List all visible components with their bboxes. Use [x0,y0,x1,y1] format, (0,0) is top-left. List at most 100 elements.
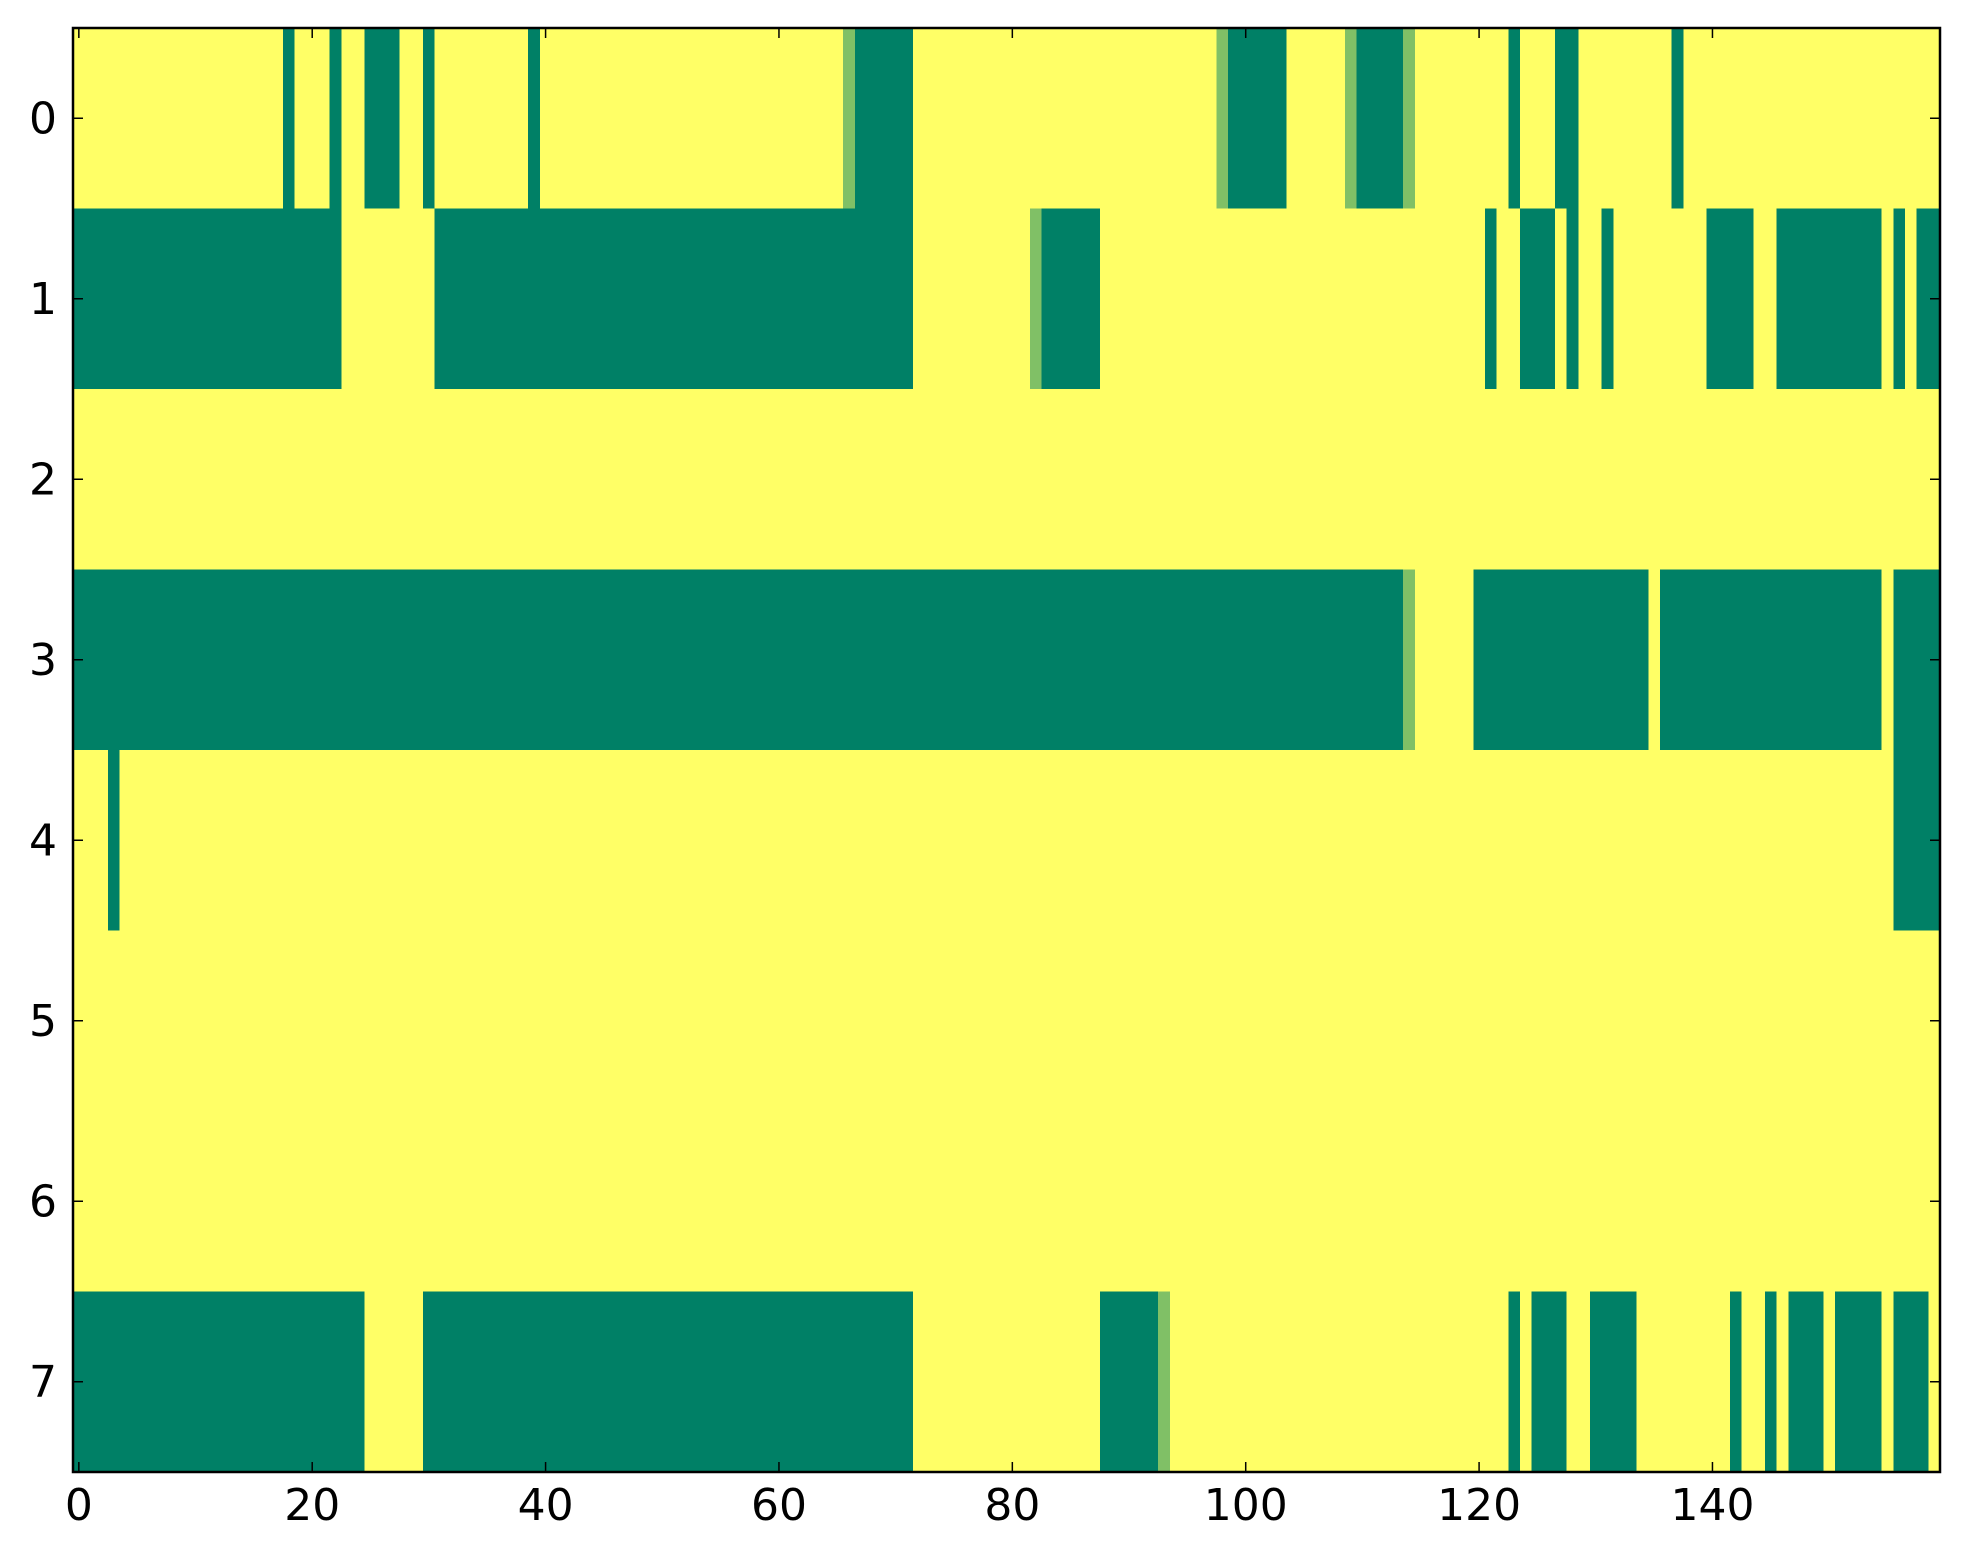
cell [1333,208,1346,390]
cell [598,28,611,210]
cell [1263,208,1276,390]
cell [1274,930,1288,1112]
cell [1613,208,1626,390]
cell [1204,208,1218,390]
cell [1169,389,1183,571]
cell [1764,569,1778,751]
cell [224,1291,237,1473]
cell [994,389,1008,571]
cell [621,1111,634,1293]
cell [154,1111,167,1293]
cell [306,389,319,571]
cell [1904,208,1918,390]
cell [1811,930,1824,1112]
cell [1099,389,1113,571]
cell [1449,1111,1463,1293]
cell [1461,208,1474,390]
cell [399,569,412,751]
cell [1193,1291,1206,1473]
x-tick-label: 100 [1204,1480,1288,1531]
cell [306,1111,319,1293]
cell [1799,569,1813,751]
cell [259,569,272,751]
cell [843,28,856,210]
cell [1438,28,1451,210]
cell [1753,1111,1766,1293]
cell [1519,208,1533,390]
cell [598,1111,611,1293]
cell [154,930,167,1112]
cell [1659,389,1673,571]
cell [644,930,658,1112]
cell [656,1111,669,1293]
cell [294,930,307,1112]
cell [1484,389,1498,571]
cell [1764,1111,1778,1293]
cell [1111,750,1124,932]
cell [1636,1111,1649,1293]
cell [329,1111,342,1293]
cell [154,28,167,210]
cell [1531,28,1544,210]
cell [948,930,961,1112]
cell [1531,750,1544,932]
cell [796,750,809,932]
cell [1893,28,1906,210]
cell [1496,750,1509,932]
cell [749,750,763,932]
cell [166,208,179,390]
cell [411,750,424,932]
cell [773,569,786,751]
cell [1181,750,1194,932]
cell [1228,1291,1241,1473]
cell [1659,569,1673,751]
cell [1251,569,1264,751]
cell [1741,930,1754,1112]
cell [1111,930,1124,1112]
cell [1846,389,1859,571]
cell [481,208,494,390]
cell [306,750,319,932]
cell [493,750,506,932]
cell [1076,1291,1089,1473]
cell [481,569,494,751]
cell [796,1111,809,1293]
cell [691,569,704,751]
cell [1449,569,1463,751]
y-tick-label: 7 [29,1357,57,1408]
cell [1531,930,1544,1112]
cell [1321,28,1334,210]
cell [1753,569,1766,751]
cell [1683,930,1696,1112]
cell [166,28,179,210]
cell [423,930,436,1112]
cell [1181,930,1194,1112]
cell [96,1111,109,1293]
cell [644,1111,658,1293]
cell [516,750,529,932]
cell [166,750,179,932]
cell [971,28,984,210]
cell [621,389,634,571]
cell [1368,28,1381,210]
cell [84,930,97,1112]
cell [959,1291,973,1473]
cell [598,930,611,1112]
cell [1671,1291,1684,1473]
cell [854,1291,868,1473]
cell [796,1291,809,1473]
cell [143,208,156,390]
cell [213,208,226,390]
cell [1554,1291,1568,1473]
cell [1659,1111,1673,1293]
cell [983,750,996,932]
cell [1321,389,1334,571]
cell [131,750,144,932]
cell [1344,750,1358,932]
cell [446,1291,459,1473]
cell [843,1111,856,1293]
cell [1368,389,1381,571]
cell [668,569,681,751]
cell [551,750,564,932]
cell [108,930,121,1112]
